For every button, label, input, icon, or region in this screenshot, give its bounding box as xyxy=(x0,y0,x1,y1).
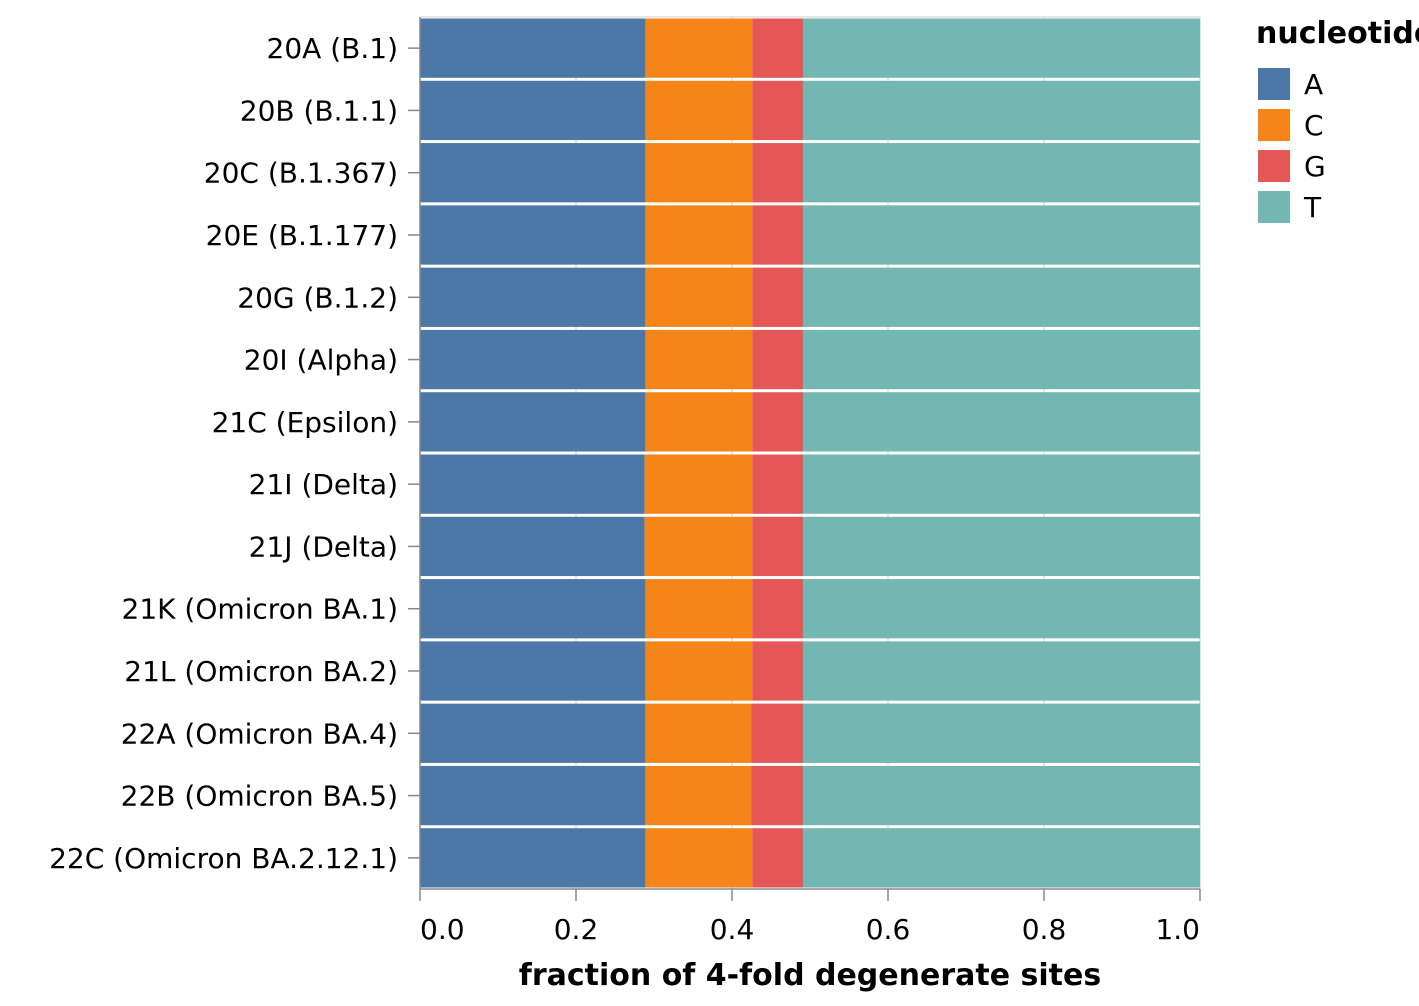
bar-A-6 xyxy=(420,392,646,452)
bar-T-10 xyxy=(802,641,1200,701)
bar-A-13 xyxy=(420,828,646,888)
legend-swatch-T xyxy=(1258,191,1290,223)
bar-G-2 xyxy=(752,143,803,203)
y-tick-label: 21K (Omicron BA.1) xyxy=(122,593,399,626)
legend-label-C: C xyxy=(1304,109,1324,142)
bar-A-10 xyxy=(420,641,646,701)
bar-G-10 xyxy=(752,641,803,701)
bar-T-0 xyxy=(802,18,1200,78)
legend-label-G: G xyxy=(1304,150,1326,183)
x-tick-label: 1.0 xyxy=(1155,913,1200,946)
bar-T-4 xyxy=(802,267,1200,327)
bar-A-2 xyxy=(420,143,646,203)
bar-G-13 xyxy=(752,828,803,888)
y-tick-label: 20B (B.1.1) xyxy=(240,94,398,127)
x-tick-label: 0.8 xyxy=(1022,913,1067,946)
bar-C-4 xyxy=(645,267,753,327)
bar-A-7 xyxy=(420,454,645,514)
bar-C-3 xyxy=(645,205,753,265)
y-axis: 20A (B.1) 20B (B.1.1) 20C (B.1.367) 20E (B.… xyxy=(49,17,421,889)
y-tick-label: 22C (Omicron BA.2.12.1) xyxy=(49,842,398,875)
bar-G-1 xyxy=(752,80,803,141)
y-tick-label: 20I (Alpha) xyxy=(244,344,398,377)
bar-A-0 xyxy=(420,18,646,78)
bar-T-2 xyxy=(802,143,1200,203)
y-tick-label: 21I (Delta) xyxy=(249,468,398,501)
x-axis: 0.0 0.2 0.4 0.6 0.8 1.0 xyxy=(419,888,1201,946)
bar-A-12 xyxy=(420,765,646,826)
y-tick-label: 21C (Epsilon) xyxy=(212,406,398,439)
bar-C-0 xyxy=(645,18,753,78)
y-tick-label: 21L (Omicron BA.2) xyxy=(124,655,398,688)
bar-T-3 xyxy=(802,205,1200,265)
bar-G-4 xyxy=(752,267,803,327)
bar-T-11 xyxy=(802,703,1200,763)
legend-label-T: T xyxy=(1303,191,1322,224)
bar-G-9 xyxy=(752,579,803,639)
x-tick-label: 0.6 xyxy=(866,913,911,946)
bar-C-12 xyxy=(645,765,752,826)
bar-C-10 xyxy=(645,641,753,701)
x-axis-title: fraction of 4-fold degenerate sites xyxy=(519,958,1101,993)
bar-A-9 xyxy=(420,579,646,639)
bar-G-0 xyxy=(752,18,803,78)
y-tick-label: 20G (B.1.2) xyxy=(237,281,398,314)
bar-T-5 xyxy=(802,329,1200,390)
bar-C-5 xyxy=(645,329,753,390)
y-tick-label: 20C (B.1.367) xyxy=(204,157,398,190)
bar-T-7 xyxy=(802,454,1200,514)
bar-G-7 xyxy=(752,454,803,514)
legend-swatch-C xyxy=(1258,109,1290,141)
bar-G-12 xyxy=(751,765,803,826)
y-tick-label: 20E (B.1.177) xyxy=(206,219,398,252)
y-tick-label: 21J (Delta) xyxy=(249,530,398,563)
bar-A-4 xyxy=(420,267,646,327)
legend-title: nucleotide xyxy=(1256,16,1419,51)
y-tick-label: 20A (B.1) xyxy=(267,32,398,65)
bar-T-1 xyxy=(802,80,1200,141)
y-tick-label: 22A (Omicron BA.4) xyxy=(121,717,398,750)
bar-T-13 xyxy=(802,828,1200,888)
x-tick-label: 0.4 xyxy=(710,913,755,946)
bar-C-13 xyxy=(645,828,753,888)
bar-G-6 xyxy=(752,392,803,452)
bar-C-7 xyxy=(644,454,753,514)
y-tick-label: 22B (Omicron BA.5) xyxy=(121,780,398,813)
bar-A-3 xyxy=(420,205,646,265)
bar-A-1 xyxy=(420,80,646,141)
bar-T-6 xyxy=(802,392,1200,452)
legend-swatch-A xyxy=(1258,68,1290,100)
bar-C-6 xyxy=(645,392,753,452)
bar-C-11 xyxy=(645,703,752,763)
bar-A-8 xyxy=(420,516,645,577)
bar-T-8 xyxy=(802,516,1200,577)
bar-G-3 xyxy=(752,205,803,265)
bar-T-9 xyxy=(802,579,1200,639)
bar-G-5 xyxy=(752,329,803,390)
bar-C-9 xyxy=(645,579,753,639)
bar-G-11 xyxy=(751,703,803,763)
legend-swatch-G xyxy=(1258,150,1290,182)
bars xyxy=(420,18,1200,888)
bar-T-12 xyxy=(802,765,1200,826)
bar-C-1 xyxy=(645,80,753,141)
legend-label-A: A xyxy=(1304,68,1323,101)
bar-A-11 xyxy=(420,703,646,763)
bar-G-8 xyxy=(752,516,803,577)
bar-C-8 xyxy=(644,516,753,577)
bar-A-5 xyxy=(420,329,646,390)
x-tick-label: 0.2 xyxy=(554,913,599,946)
x-tick-label: 0.0 xyxy=(420,913,465,946)
bar-C-2 xyxy=(645,143,753,203)
